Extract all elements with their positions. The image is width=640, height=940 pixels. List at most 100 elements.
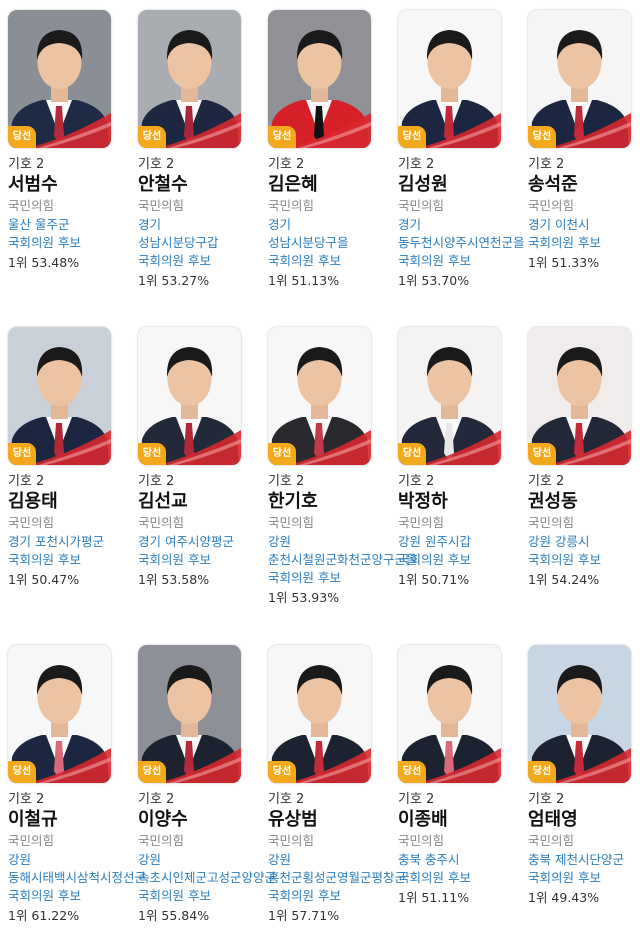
- elected-badge: 당선: [528, 443, 556, 465]
- candidate-name[interactable]: 안철수: [138, 174, 188, 195]
- candidate-card[interactable]: 당선 기호 2 박정하 국민의힘 강원 원주시갑 국회의원 후보 1위 50.7…: [398, 327, 508, 591]
- candidate-number: 기호 2: [528, 157, 565, 172]
- candidate-card[interactable]: 당선 기호 2 권성동 국민의힘 강원 강릉시 국회의원 후보 1위 54.24…: [528, 327, 638, 591]
- candidate-party: 국민의힘: [8, 198, 55, 213]
- red-swoosh-decoration: [418, 748, 501, 783]
- candidate-name[interactable]: 김은혜: [268, 174, 318, 195]
- candidate-card[interactable]: 당선 기호 2 유상범 국민의힘 강원 홍천군횡성군영월군평창군 국회의원 후보…: [268, 645, 407, 927]
- candidate-photo[interactable]: 당선: [8, 645, 111, 783]
- candidate-name[interactable]: 엄태영: [528, 809, 578, 830]
- candidate-district-link[interactable]: 강원 속초시인제군고성군양양군 국회의원 후보: [138, 852, 277, 903]
- candidate-district-link[interactable]: 경기 포천시가평군 국회의원 후보: [8, 534, 104, 567]
- red-swoosh-decoration: [288, 430, 371, 465]
- candidate-photo[interactable]: 당선: [268, 10, 371, 148]
- candidate-party: 국민의힘: [138, 515, 185, 530]
- elected-badge: 당선: [398, 443, 426, 465]
- candidate-district-link[interactable]: 강원 강릉시 국회의원 후보: [528, 534, 601, 567]
- candidate-district-link[interactable]: 강원 춘천시철원군화천군양구군을 국회의원 후보: [268, 534, 418, 585]
- candidate-district-link[interactable]: 경기 여주시양평군 국회의원 후보: [138, 534, 234, 567]
- candidate-photo[interactable]: 당선: [268, 327, 371, 465]
- candidate-name[interactable]: 이철규: [8, 809, 58, 830]
- candidate-number: 기호 2: [138, 157, 175, 172]
- candidate-photo[interactable]: 당선: [8, 327, 111, 465]
- candidate-result: 1위 54.24%: [528, 572, 600, 587]
- elected-badge: 당선: [8, 761, 36, 783]
- candidate-name[interactable]: 유상범: [268, 809, 318, 830]
- candidate-district-link[interactable]: 강원 동해시태백시삼척시정선군 국회의원 후보: [8, 852, 147, 903]
- candidate-name[interactable]: 김용태: [8, 491, 58, 512]
- candidate-number: 기호 2: [8, 474, 45, 489]
- candidate-number: 기호 2: [398, 157, 435, 172]
- candidate-card[interactable]: 당선 기호 2 김은혜 국민의힘 경기 성남시분당구을 국회의원 후보 1위 5…: [268, 10, 378, 292]
- candidate-photo[interactable]: 당선: [138, 327, 241, 465]
- red-swoosh-decoration: [548, 430, 631, 465]
- candidate-name[interactable]: 송석준: [528, 174, 578, 195]
- candidate-name[interactable]: 김선교: [138, 491, 188, 512]
- elected-badge: 당선: [528, 761, 556, 783]
- candidate-district-link[interactable]: 경기 성남시분당구갑 국회의원 후보: [138, 217, 219, 268]
- candidate-name[interactable]: 권성동: [528, 491, 578, 512]
- candidate-district-link[interactable]: 경기 동두천시양주시연천군을 국회의원 후보: [398, 217, 525, 268]
- candidate-photo[interactable]: 당선: [398, 10, 501, 148]
- candidate-name[interactable]: 박정하: [398, 491, 448, 512]
- elected-badge: 당선: [398, 761, 426, 783]
- candidate-party: 국민의힘: [398, 198, 445, 213]
- candidate-name[interactable]: 이종배: [398, 809, 448, 830]
- candidate-photo[interactable]: 당선: [398, 645, 501, 783]
- candidate-card[interactable]: 당선 기호 2 엄태영 국민의힘 충북 제천시단양군 국회의원 후보 1위 49…: [528, 645, 638, 909]
- candidate-card[interactable]: 당선 기호 2 이양수 국민의힘 강원 속초시인제군고성군양양군 국회의원 후보…: [138, 645, 277, 927]
- candidate-name[interactable]: 이양수: [138, 809, 188, 830]
- candidate-result: 1위 53.27%: [138, 273, 210, 288]
- candidate-district-link[interactable]: 경기 성남시분당구을 국회의원 후보: [268, 217, 349, 268]
- candidate-result: 1위 53.93%: [268, 590, 340, 605]
- candidate-district-link[interactable]: 강원 원주시갑 국회의원 후보: [398, 534, 471, 567]
- candidate-number: 기호 2: [8, 157, 45, 172]
- red-swoosh-decoration: [288, 113, 371, 148]
- candidate-result: 1위 53.48%: [8, 255, 80, 270]
- candidate-name[interactable]: 김성원: [398, 174, 448, 195]
- red-swoosh-decoration: [548, 113, 631, 148]
- candidate-name[interactable]: 한기호: [268, 491, 318, 512]
- candidate-card[interactable]: 당선 기호 2 서범수 국민의힘 울산 울주군 국회의원 후보 1위 53.48…: [8, 10, 118, 274]
- candidate-district-link[interactable]: 충북 충주시 국회의원 후보: [398, 852, 471, 885]
- candidate-party: 국민의힘: [528, 833, 575, 848]
- candidate-photo[interactable]: 당선: [528, 645, 631, 783]
- red-swoosh-decoration: [158, 113, 241, 148]
- candidate-photo[interactable]: 당선: [8, 10, 111, 148]
- candidate-party: 국민의힘: [138, 198, 185, 213]
- candidate-photo[interactable]: 당선: [528, 10, 631, 148]
- candidate-district-link[interactable]: 경기 이천시 국회의원 후보: [528, 217, 601, 250]
- candidate-card[interactable]: 당선 기호 2 송석준 국민의힘 경기 이천시 국회의원 후보 1위 51.33…: [528, 10, 638, 274]
- candidate-photo[interactable]: 당선: [138, 10, 241, 148]
- candidate-card[interactable]: 당선 기호 2 이종배 국민의힘 충북 충주시 국회의원 후보 1위 51.11…: [398, 645, 508, 909]
- candidate-party: 국민의힘: [8, 515, 55, 530]
- candidate-card[interactable]: 당선 기호 2 안철수 국민의힘 경기 성남시분당구갑 국회의원 후보 1위 5…: [138, 10, 248, 292]
- candidate-party: 국민의힘: [138, 833, 185, 848]
- candidate-card[interactable]: 당선 기호 2 이철규 국민의힘 강원 동해시태백시삼척시정선군 국회의원 후보…: [8, 645, 147, 927]
- candidate-name[interactable]: 서범수: [8, 174, 58, 195]
- candidate-district-link[interactable]: 강원 홍천군횡성군영월군평창군 국회의원 후보: [268, 852, 407, 903]
- candidate-district-link[interactable]: 울산 울주군 국회의원 후보: [8, 217, 81, 250]
- candidate-number: 기호 2: [268, 792, 305, 807]
- person-portrait-icon: [400, 347, 499, 465]
- candidate-card[interactable]: 당선 기호 2 한기호 국민의힘 강원 춘천시철원군화천군양구군을 국회의원 후…: [268, 327, 418, 609]
- candidate-number: 기호 2: [268, 157, 305, 172]
- candidate-party: 국민의힘: [528, 515, 575, 530]
- candidate-card[interactable]: 당선 기호 2 김용태 국민의힘 경기 포천시가평군 국회의원 후보 1위 50…: [8, 327, 118, 591]
- candidate-photo[interactable]: 당선: [138, 645, 241, 783]
- candidate-number: 기호 2: [398, 474, 435, 489]
- red-swoosh-decoration: [158, 430, 241, 465]
- elected-badge: 당선: [138, 126, 166, 148]
- candidate-card[interactable]: 당선 기호 2 김선교 국민의힘 경기 여주시양평군 국회의원 후보 1위 53…: [138, 327, 248, 591]
- red-swoosh-decoration: [158, 748, 241, 783]
- candidate-photo[interactable]: 당선: [398, 327, 501, 465]
- candidate-district-link[interactable]: 충북 제천시단양군 국회의원 후보: [528, 852, 624, 885]
- red-swoosh-decoration: [418, 113, 501, 148]
- candidate-photo[interactable]: 당선: [528, 327, 631, 465]
- elected-badge: 당선: [268, 761, 296, 783]
- candidate-photo[interactable]: 당선: [268, 645, 371, 783]
- candidate-card[interactable]: 당선 기호 2 김성원 국민의힘 경기 동두천시양주시연천군을 국회의원 후보 …: [398, 10, 525, 292]
- candidate-party: 국민의힘: [268, 515, 315, 530]
- red-swoosh-decoration: [28, 748, 111, 783]
- elected-badge: 당선: [398, 126, 426, 148]
